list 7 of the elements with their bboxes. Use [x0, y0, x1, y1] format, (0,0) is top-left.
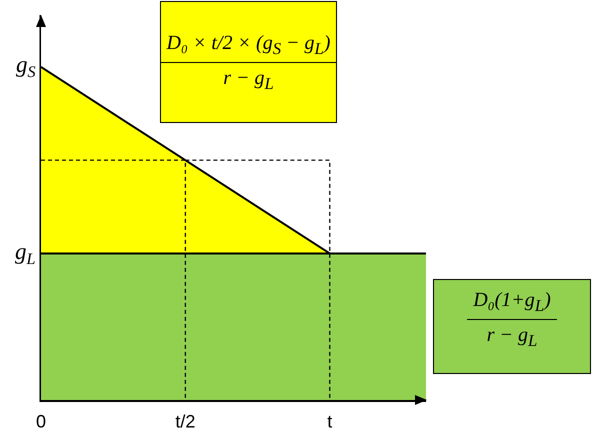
text: D₀(1+g$_{L}$) r − g$_{L}$ — [472, 288, 552, 351]
x-tick-label: t/2 — [175, 412, 196, 432]
text: D₀ × t/2 × (g$_{S}$ − g$_{L}$) r − g$_{L}$ — [166, 32, 330, 92]
annotation: g$_{S}$ — [16, 52, 36, 81]
x-tick-label: 0 — [36, 412, 46, 432]
annotation: g$_{L}$ — [15, 239, 36, 268]
x-tick-label: t — [327, 412, 332, 432]
